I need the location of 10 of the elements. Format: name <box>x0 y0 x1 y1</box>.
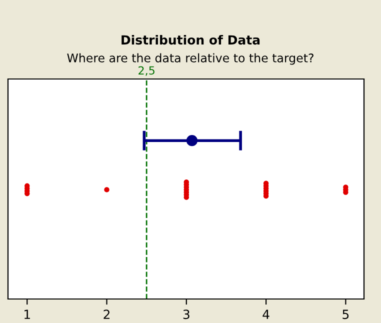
x-tick-label: 3 <box>183 310 190 320</box>
ref-line-label: 2,5 <box>138 66 154 76</box>
point <box>186 135 198 146</box>
x-tick-label: 5 <box>342 310 349 320</box>
chart-subtitle: Where are the data relative to the target? <box>67 53 314 65</box>
x-tick-label: 4 <box>262 310 270 319</box>
point <box>104 187 110 192</box>
chart-title: Distribution of Data <box>122 34 260 45</box>
x-tick-label: 2 <box>104 310 110 319</box>
x-tick-label: 1 <box>24 310 30 319</box>
